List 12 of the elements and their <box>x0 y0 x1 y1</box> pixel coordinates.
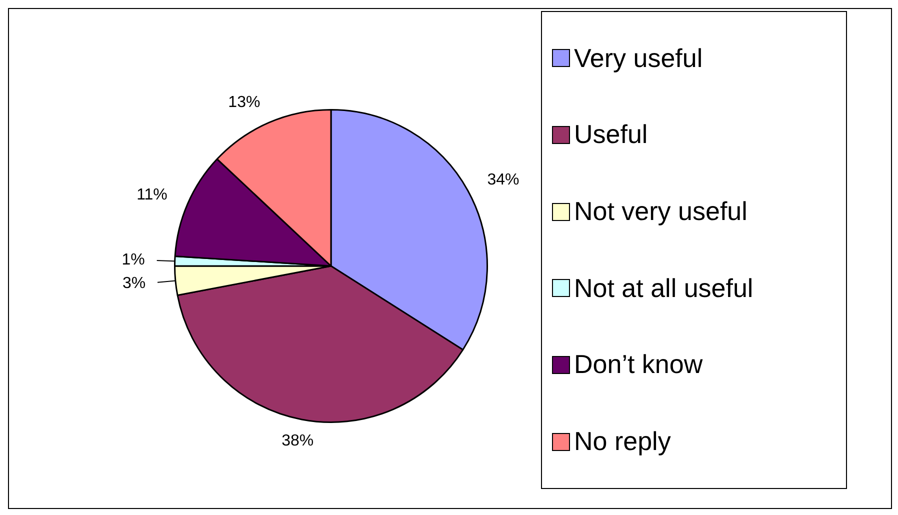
legend-label: Not very useful <box>574 196 748 228</box>
data-label: 38% <box>282 432 314 450</box>
legend-label: No reply <box>574 426 671 458</box>
data-label: 34% <box>487 172 520 189</box>
data-label: 11% <box>136 186 168 204</box>
data-label: 13% <box>228 94 260 111</box>
legend-label: Useful <box>574 119 648 150</box>
legend-label: Not at all useful <box>574 272 754 304</box>
data-label: 3% <box>122 274 146 292</box>
legend-label: Don’t know <box>574 349 703 380</box>
data-label: 1% <box>122 252 145 269</box>
legend-label: Very useful <box>574 42 703 74</box>
